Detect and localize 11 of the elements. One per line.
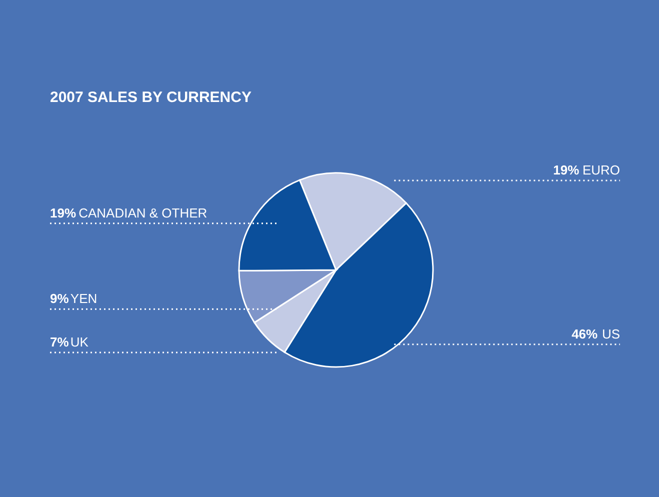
data-label: 46% [572, 326, 598, 342]
data-label: 19% [553, 162, 580, 178]
data-label: 19% [50, 205, 76, 220]
slice-label: UK [70, 334, 89, 350]
chart-title: 2007 SALES BY CURRENCY [50, 89, 252, 106]
data-label: 7% [50, 334, 70, 350]
slice-label: US [602, 326, 620, 342]
data-label: 9% [50, 291, 70, 306]
slice-label: EURO [582, 162, 620, 178]
slice-label: YEN [70, 291, 98, 306]
slice-label: CANADIAN & OTHER [78, 205, 208, 220]
